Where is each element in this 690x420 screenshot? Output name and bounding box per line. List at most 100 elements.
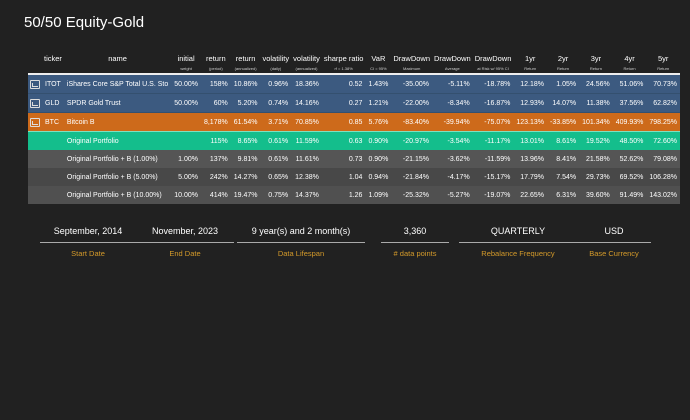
column-header[interactable]: 2yr Return <box>547 52 579 74</box>
row-icon-cell <box>28 186 42 204</box>
table-row[interactable]: GLD SPDR Gold Trust 50.00% 60% 5.20% 0.74% 14.… <box>28 93 681 113</box>
value-cell: -83.40% <box>391 112 432 132</box>
value-cell: 10.86% <box>230 74 261 94</box>
value-cell: 12.18% <box>513 74 548 94</box>
table-row[interactable]: ITOT iShares Core S&P Total U.S. Sto 50.00… <box>28 74 681 94</box>
column-subtitle <box>66 66 169 71</box>
value-cell: 17.79% <box>513 168 548 186</box>
column-header[interactable]: return (annualized) <box>231 52 261 74</box>
value-cell: -75.07% <box>472 112 514 132</box>
chart-icon[interactable] <box>30 98 40 108</box>
value-cell: 115% <box>200 131 231 150</box>
value-cell: 19.47% <box>230 186 261 204</box>
column-subtitle: (period) <box>208 66 223 71</box>
value-cell: 60% <box>200 93 231 113</box>
value-cell: 24.56% <box>579 74 613 94</box>
column-header[interactable]: return (period) <box>201 52 231 74</box>
value-cell: 29.73% <box>579 168 613 186</box>
ticker-cell <box>42 150 64 168</box>
column-title: 1yr <box>524 54 536 63</box>
value-cell: 14.07% <box>547 93 580 113</box>
column-title: volatility <box>293 54 320 63</box>
value-cell: 0.94% <box>365 168 392 186</box>
table-row[interactable]: Original Portfolio 115% 8.65% 0.61% 11.59% 0.… <box>28 131 681 150</box>
column-title: DrawDown <box>474 54 512 63</box>
column-header[interactable]: name <box>64 52 171 74</box>
value-cell: 5.20% <box>230 93 261 113</box>
value-cell: 6.31% <box>547 186 580 204</box>
value-cell <box>171 131 201 150</box>
column-header[interactable]: DrawDown Average <box>432 52 473 74</box>
value-cell: 1.43% <box>365 74 392 94</box>
value-cell: 3.71% <box>260 112 292 132</box>
ticker-cell: BTC <box>42 112 64 132</box>
value-cell: -8.34% <box>432 93 473 113</box>
value-cell: 1.26 <box>321 186 366 204</box>
value-cell: 143.02% <box>646 186 681 204</box>
table-row[interactable]: BTC Bitcoin B 8,178% 61.54% 3.71% 70.85% 0.85 5… <box>28 112 681 132</box>
column-header[interactable]: 4yr Return <box>613 52 647 74</box>
value-cell: 14.27% <box>230 168 261 186</box>
value-cell: -35.00% <box>391 74 432 94</box>
column-header[interactable]: 3yr Return <box>579 52 613 74</box>
column-header[interactable]: sharpe ratio rf = 1.38% <box>322 52 366 74</box>
value-cell: 70.85% <box>291 112 322 132</box>
value-cell: -5.11% <box>432 74 473 94</box>
column-subtitle <box>44 66 62 71</box>
value-cell: 5.00% <box>171 168 201 186</box>
value-cell: -25.32% <box>391 186 432 204</box>
column-subtitle: (daily) <box>270 66 282 71</box>
value-cell: 8.61% <box>547 131 580 150</box>
column-header[interactable]: 5yr Return <box>646 52 680 74</box>
value-cell: 50.00% <box>171 93 201 113</box>
value-cell: 0.61% <box>260 150 292 168</box>
column-header[interactable]: volatility (daily) <box>260 52 291 74</box>
column-subtitle: Average <box>444 66 460 71</box>
column-header[interactable]: ticker <box>42 52 64 74</box>
value-cell: -3.54% <box>432 131 473 150</box>
stat-label: Rebalance Frequency <box>481 249 555 258</box>
column-subtitle: Return <box>524 66 537 71</box>
column-header[interactable]: DrawDown at Risk w/ 95% CI <box>473 52 514 74</box>
column-subtitle: (annualized) <box>234 66 257 71</box>
column-header[interactable]: initial weight <box>171 52 201 74</box>
value-cell: 101.34% <box>579 112 613 132</box>
value-cell: -39.94% <box>432 112 473 132</box>
value-cell: 18.36% <box>291 74 322 94</box>
column-subtitle: CI = 95% <box>370 66 387 71</box>
ticker-cell <box>42 131 64 150</box>
table-row[interactable]: Original Portfolio + B (1.00%) 1.00% 137% 9… <box>28 150 681 168</box>
value-cell: 22.65% <box>513 186 548 204</box>
stat-item: USD Base Currency <box>577 226 651 258</box>
value-cell: 69.52% <box>612 168 647 186</box>
name-cell: Original Portfolio + B (10.00%) <box>63 186 172 204</box>
value-cell: 48.50% <box>612 131 647 150</box>
value-cell: 798.25% <box>646 112 681 132</box>
name-cell: SPDR Gold Trust <box>63 93 172 113</box>
value-cell: 11.59% <box>291 131 322 150</box>
chart-icon[interactable] <box>30 79 40 89</box>
stat-label: Start Date <box>71 249 105 258</box>
value-cell: -16.87% <box>472 93 514 113</box>
column-subtitle: at Risk w/ 95% CI <box>477 66 509 71</box>
column-header[interactable]: 1yr Return <box>513 52 547 74</box>
stat-item: QUARTERLY Rebalance Frequency <box>459 226 577 258</box>
column-header[interactable] <box>28 52 42 74</box>
value-cell: 11.61% <box>291 150 322 168</box>
value-cell: 7.54% <box>547 168 580 186</box>
ticker-cell <box>42 168 64 186</box>
column-header[interactable]: volatility (annualized) <box>291 52 322 74</box>
value-cell: 106.28% <box>646 168 681 186</box>
stat-value: 9 year(s) and 2 month(s) <box>237 226 365 243</box>
value-cell: -18.78% <box>472 74 514 94</box>
chart-icon[interactable] <box>30 117 40 127</box>
table-row[interactable]: Original Portfolio + B (10.00%) 10.00% 414… <box>28 186 681 204</box>
column-header[interactable]: VaR CI = 95% <box>365 52 391 74</box>
column-header[interactable]: DrawDown Maximum <box>391 52 432 74</box>
value-cell: -22.00% <box>391 93 432 113</box>
table-row[interactable]: Original Portfolio + B (5.00%) 5.00% 242% 1… <box>28 168 681 186</box>
stat-item: 9 year(s) and 2 month(s) Data Lifespan <box>237 226 365 258</box>
value-cell: 8.65% <box>230 131 261 150</box>
value-cell: -3.62% <box>432 150 473 168</box>
table-header: ticker name initial weight return (period) ret… <box>28 52 681 74</box>
